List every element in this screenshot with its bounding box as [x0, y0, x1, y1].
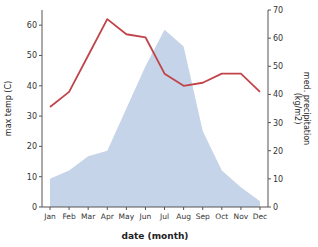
y2-tick	[268, 66, 271, 67]
x-tick-label: Dec	[253, 212, 268, 221]
y2-tick-label: 10	[273, 175, 283, 184]
x-tick	[126, 207, 127, 210]
y2-tick-label: 50	[273, 62, 283, 71]
x-tick	[50, 207, 51, 210]
y2-tick-label: 40	[273, 90, 283, 99]
y2-tick	[268, 150, 271, 151]
x-tick-label: Jun	[139, 212, 152, 221]
y2-tick-label: 60	[273, 34, 283, 43]
y2-axis-label-line: med. precipitation	[302, 72, 311, 145]
y-axis-label: max temp (C)	[4, 81, 13, 136]
plot-area	[50, 19, 260, 207]
x-tick-label: Jan	[43, 212, 56, 221]
y2-tick	[268, 10, 271, 11]
y-tick	[39, 85, 42, 86]
y2-tick	[268, 207, 271, 208]
y2-axis-label-line: (kg/m2)	[293, 93, 302, 125]
y2-tick	[268, 178, 271, 179]
x-tick-label: Feb	[62, 212, 76, 221]
y-tick	[39, 207, 42, 208]
x-tick	[145, 207, 146, 210]
y2-axis-label: med. precipitation(kg/m2)	[293, 72, 311, 145]
x-tick-label: May	[119, 212, 135, 221]
y2-tick	[268, 122, 271, 123]
x-tick	[202, 207, 203, 210]
y-tick	[39, 25, 42, 26]
x-tick	[240, 207, 241, 210]
x-tick-label: Mar	[81, 212, 96, 221]
y-tick	[39, 116, 42, 117]
y-tick-label: 60	[27, 21, 37, 30]
y2-tick-label: 20	[273, 147, 283, 156]
x-tick	[260, 207, 261, 210]
y2-tick-label: 70	[273, 6, 283, 15]
y2-tick	[268, 38, 271, 39]
y-tick-label: 30	[27, 112, 37, 121]
y-tick	[39, 55, 42, 56]
x-tick-label: Jul	[159, 212, 169, 221]
x-axis-label: date (month)	[122, 231, 189, 241]
chart: 0 10 20 30 40 50 60 0 10 20 30 40 50 60 70 Jan Feb Mar Apr…	[0, 0, 318, 247]
x-tick	[107, 207, 108, 210]
x-tick	[88, 207, 89, 210]
y-tick	[39, 176, 42, 177]
x-tick	[164, 207, 165, 210]
y-axis-line	[42, 10, 43, 207]
x-tick	[183, 207, 184, 210]
y-tick-label: 40	[27, 82, 37, 91]
y2-tick	[268, 94, 271, 95]
x-tick-label: Nov	[234, 212, 249, 221]
y2-axis-line	[268, 10, 269, 207]
x-axis-line	[42, 207, 268, 208]
y-tick-label: 50	[27, 51, 37, 60]
x-tick	[221, 207, 222, 210]
y-tick-label: 0	[32, 203, 37, 212]
x-tick-label: Sep	[196, 212, 210, 221]
x-tick-label: Apr	[101, 212, 115, 221]
y-tick-label: 20	[27, 142, 37, 151]
x-tick	[69, 207, 70, 210]
x-tick-label: Aug	[176, 212, 191, 221]
x-tick-label: Oct	[215, 212, 228, 221]
y-tick-label: 10	[27, 173, 37, 182]
y2-tick-label: 0	[273, 203, 278, 212]
y2-tick-label: 30	[273, 119, 283, 128]
temperature-line	[50, 19, 260, 107]
y-tick	[39, 146, 42, 147]
